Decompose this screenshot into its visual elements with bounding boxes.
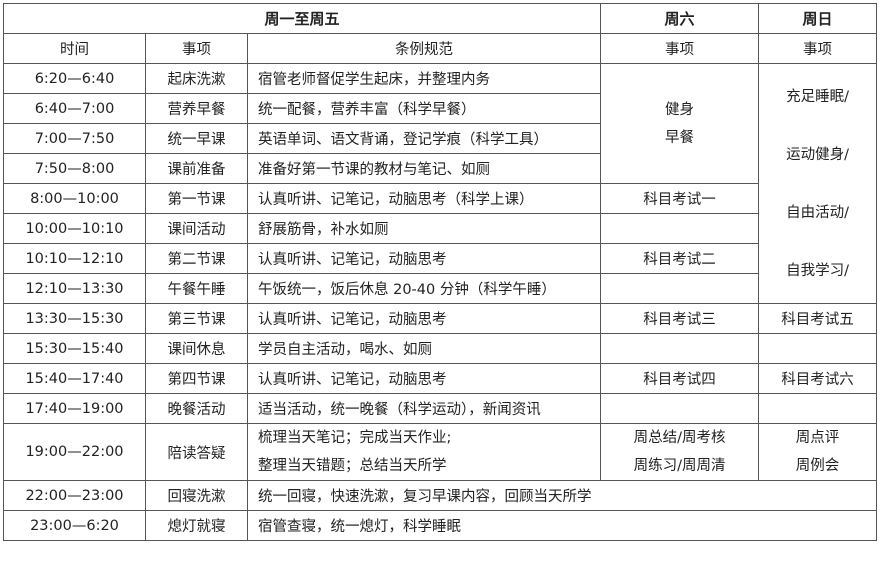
- column-header-row: 时间 事项 条例规范 事项 事项: [3, 33, 878, 64]
- sunday-empty: [758, 393, 878, 424]
- time-cell: 10:10—12:10: [3, 243, 146, 274]
- sunday-daytime-line: 自由活动/: [786, 204, 849, 221]
- time-cell: 15:40—17:40: [3, 363, 146, 394]
- rule-cell: 梳理当天笔记；完成当天作业; 整理当天错题；总结当天所学: [246, 423, 602, 481]
- schedule-row: 22:00—23:00 回寝洗漱 统一回寝，快速洗漱，复习早课内容，回顾当天所学: [3, 480, 878, 511]
- item-cell: 课间休息: [145, 333, 248, 364]
- time-cell: 15:30—15:40: [3, 333, 146, 364]
- schedule-row: 6:40—7:00 营养早餐 统一配餐，营养丰富（科学早餐）: [3, 93, 877, 124]
- rule-cell: 认真听讲、记笔记，动脑思考: [246, 303, 602, 334]
- time-cell: 22:00—23:00: [3, 480, 146, 511]
- item-cell: 第四节课: [145, 363, 248, 394]
- item-column-header: 事项: [145, 33, 248, 64]
- sunday-daytime-line: 运动健身/: [786, 146, 849, 163]
- rule-cell: 适当活动，统一晚餐（科学运动），新闻资讯: [246, 393, 602, 424]
- saturday-morning: 健身 早餐: [600, 63, 760, 184]
- sunday-evening-line: 周点评: [795, 430, 840, 446]
- time-cell: 8:00—10:00: [3, 183, 146, 214]
- sunday-daytime: 充足睡眠/运动健身/自由活动/自我学习/: [758, 63, 878, 304]
- saturday-empty: [600, 333, 760, 364]
- saturday-evening: 周总结/周考核 周练习/周周清: [600, 423, 760, 481]
- sunday-evening: 周点评 周例会: [758, 423, 878, 481]
- saturday-evening-line: 周练习/周周清: [633, 458, 726, 474]
- saturday-exam: 科目考试四: [600, 363, 760, 394]
- rule-column-header: 条例规范: [246, 33, 602, 64]
- schedule-row: 12:10—13:30 午餐午睡 午饭统一，饭后休息 20-40 分钟（科学午睡）: [3, 273, 877, 304]
- sunday-daytime-line: 充足睡眠/: [786, 88, 849, 105]
- item-cell: 午餐午睡: [145, 273, 248, 304]
- rule-cell: 午饭统一，饭后休息 20-40 分钟（科学午睡）: [246, 273, 602, 304]
- item-cell: 课前准备: [145, 153, 248, 184]
- saturday-empty: [600, 273, 760, 304]
- time-cell: 7:00—7:50: [3, 123, 146, 154]
- time-cell: 6:40—7:00: [3, 93, 146, 124]
- schedule-row: 23:00—6:20 熄灯就寝 宿管查寝，统一熄灯，科学睡眠: [3, 510, 878, 541]
- rule-cell: 认真听讲、记笔记，动脑思考: [246, 363, 602, 394]
- sunday-exam: 科目考试五: [758, 303, 878, 334]
- schedule-row: 6:20—6:40 起床洗漱 宿管老师督促学生起床，并整理内务 健身 早餐 充足睡眠/运动…: [3, 63, 878, 304]
- schedule-row: 13:30—15:30 第三节课 认真听讲、记笔记，动脑思考 科目考试三 科目考试五: [3, 303, 878, 334]
- item-cell: 第二节课: [145, 243, 248, 274]
- saturday-morning-line: 健身: [665, 101, 695, 118]
- schedule-row: 10:10—12:10 第二节课 认真听讲、记笔记，动脑思考 科目考试二: [3, 243, 877, 274]
- rule-cell: 舒展筋骨，补水如厕: [246, 213, 602, 244]
- time-cell: 7:50—8:00: [3, 153, 146, 184]
- rule-cell: 英语单词、语文背诵，登记学痕（科学工具）: [246, 123, 602, 154]
- saturday-empty: [600, 393, 760, 424]
- saturday-evening-line: 周总结/周考核: [633, 430, 726, 446]
- rule-cell: 准备好第一节课的教材与笔记、如厕: [246, 153, 602, 184]
- header-row: 周一至周五 周六 周日: [2, 3, 878, 34]
- saturday-exam: 科目考试一: [600, 183, 760, 214]
- sunday-daytime-line: 自我学习/: [786, 262, 849, 279]
- time-column-header: 时间: [3, 33, 146, 64]
- schedule-row: 8:00—10:00 第一节课 认真听讲、记笔记，动脑思考（科学上课） 科目考试一: [3, 183, 877, 214]
- saturday-empty: [600, 213, 760, 244]
- time-cell: 10:00—10:10: [3, 213, 146, 244]
- item-cell: 陪读答疑: [145, 423, 248, 481]
- rule-cell: 认真听讲、记笔记，动脑思考: [246, 243, 602, 274]
- saturday-header: 周六: [600, 3, 760, 34]
- schedule-row: 7:50—8:00 课前准备 准备好第一节课的教材与笔记、如厕: [3, 153, 877, 184]
- item-cell: 起床洗漱: [145, 63, 248, 94]
- time-cell: 19:00—22:00: [3, 423, 146, 481]
- item-cell: 晚餐活动: [145, 393, 248, 424]
- item-cell: 第三节课: [145, 303, 248, 334]
- saturday-exam: 科目考试三: [600, 303, 760, 334]
- schedule-row: 15:30—15:40 课间休息 学员自主活动，喝水、如厕: [3, 333, 878, 364]
- item-cell: 第一节课: [145, 183, 248, 214]
- sunday-item-header: 事项: [758, 33, 878, 64]
- schedule-row: 19:00—22:00 陪读答疑 梳理当天笔记；完成当天作业; 整理当天错题；总结当天…: [3, 423, 878, 481]
- saturday-exam: 科目考试二: [600, 243, 760, 274]
- rule-cell: 统一回寝，快速洗漱，复习早课内容，回顾当天所学: [246, 480, 878, 511]
- rule-cell-line: 整理当天错题；总结当天所学: [258, 458, 447, 474]
- sunday-empty: [758, 333, 878, 364]
- weekdays-header: 周一至周五: [2, 3, 602, 34]
- time-cell: 12:10—13:30: [3, 273, 146, 304]
- sunday-exam: 科目考试六: [758, 363, 878, 394]
- rule-cell: 认真听讲、记笔记，动脑思考（科学上课）: [246, 183, 602, 214]
- sunday-header: 周日: [758, 3, 878, 34]
- schedule-table: 周一至周五 周六 周日 时间 事项 条例规范 事项 事项 6:20—6:40 起床…: [2, 3, 878, 541]
- time-cell: 23:00—6:20: [3, 510, 146, 541]
- item-cell: 回寝洗漱: [145, 480, 248, 511]
- item-cell: 课间活动: [145, 213, 248, 244]
- time-cell: 13:30—15:30: [3, 303, 146, 334]
- schedule-row: 17:40—19:00 晚餐活动 适当活动，统一晚餐（科学运动），新闻资讯: [3, 393, 878, 424]
- rule-cell: 宿管老师督促学生起床，并整理内务: [246, 63, 602, 94]
- rule-cell: 学员自主活动，喝水、如厕: [246, 333, 602, 364]
- item-cell: 统一早课: [145, 123, 248, 154]
- rule-cell-line: 梳理当天笔记；完成当天作业;: [258, 430, 452, 446]
- saturday-item-header: 事项: [600, 33, 760, 64]
- sunday-evening-line: 周例会: [795, 458, 840, 474]
- rule-cell: 统一配餐，营养丰富（科学早餐）: [246, 93, 602, 124]
- item-cell: 营养早餐: [145, 93, 248, 124]
- rule-cell: 宿管查寝，统一熄灯，科学睡眠: [246, 510, 878, 541]
- time-cell: 6:20—6:40: [3, 63, 146, 94]
- schedule-row: 10:00—10:10 课间活动 舒展筋骨，补水如厕: [3, 213, 877, 244]
- item-cell: 熄灯就寝: [145, 510, 248, 541]
- saturday-morning-line: 早餐: [665, 129, 695, 146]
- schedule-row: 7:00—7:50 统一早课 英语单词、语文背诵，登记学痕（科学工具）: [3, 123, 877, 154]
- time-cell: 17:40—19:00: [3, 393, 146, 424]
- schedule-row: 15:40—17:40 第四节课 认真听讲、记笔记，动脑思考 科目考试四 科目考试六: [3, 363, 878, 394]
